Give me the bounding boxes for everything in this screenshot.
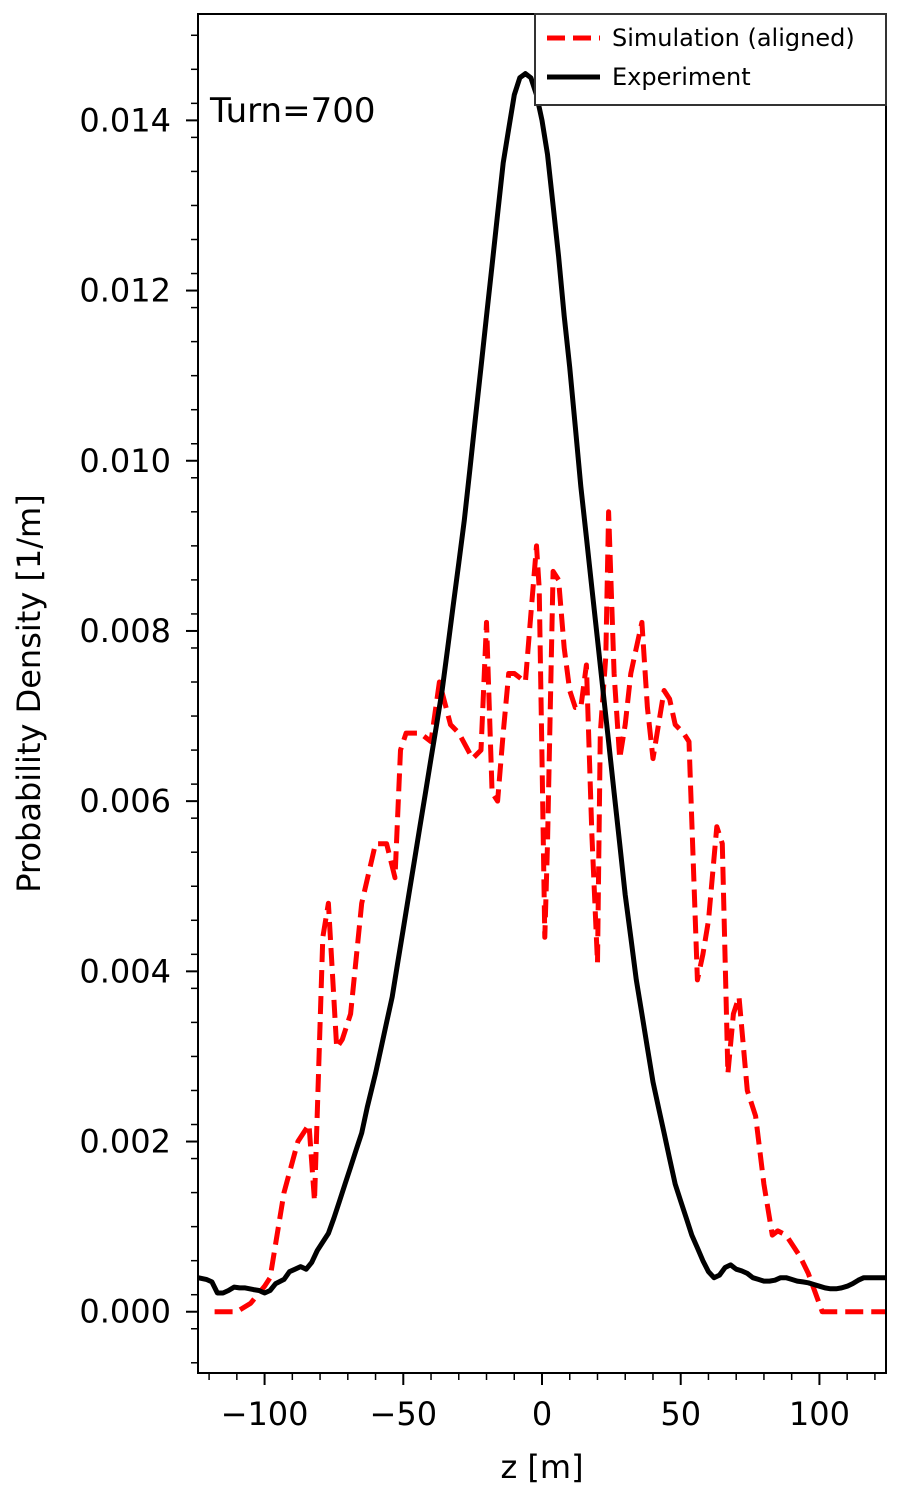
plot-frame <box>197 13 887 1374</box>
legend-box <box>534 13 887 106</box>
legend-label-experiment: Experiment <box>612 63 751 91</box>
y-tick-label: 0.008 <box>79 612 171 650</box>
x-tick-label: −50 <box>370 1395 438 1433</box>
plot-lines <box>198 71 886 1315</box>
y-axis-ticks: 0.000 0.002 0.004 0.006 0.008 0.010 0.012 0.014 <box>79 34 198 1364</box>
series-line-experiment <box>198 71 886 1296</box>
x-tick-label: 100 <box>789 1395 850 1433</box>
legend: Simulation (aligned) Experiment <box>534 13 887 106</box>
y-tick-label: 0.006 <box>79 782 171 820</box>
legend-label-simulation: Simulation (aligned) <box>612 24 855 52</box>
y-tick-label: 0.010 <box>79 442 171 480</box>
x-tick-label: 50 <box>660 1395 701 1433</box>
y-tick-label: 0.014 <box>79 101 171 139</box>
x-axis-label: z [m] <box>500 1448 583 1486</box>
y-axis-label: Probability Density [1/m] <box>10 494 48 892</box>
x-axis-ticks: −100 −50 0 50 100 <box>208 1373 876 1433</box>
turn-annotation: Turn=700 <box>209 91 375 131</box>
y-tick-label: 0.002 <box>79 1123 171 1161</box>
y-tick-label: 0.004 <box>79 952 171 990</box>
y-tick-label: 0.000 <box>79 1293 171 1331</box>
y-tick-label: 0.012 <box>79 272 171 310</box>
series-line-simulation <box>214 509 886 1315</box>
x-tick-label: −100 <box>221 1395 309 1433</box>
x-tick-label: 0 <box>532 1395 552 1433</box>
